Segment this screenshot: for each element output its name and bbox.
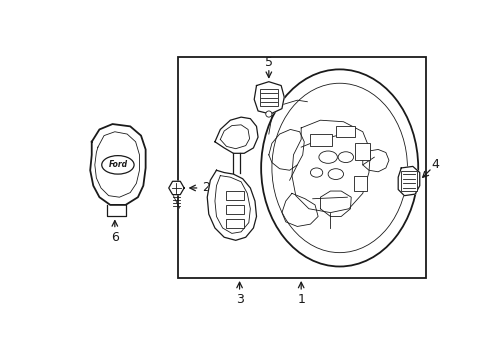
Bar — [226, 219, 244, 228]
Bar — [401, 171, 416, 191]
Bar — [354, 176, 368, 191]
Circle shape — [266, 111, 272, 117]
Polygon shape — [398, 166, 420, 195]
Ellipse shape — [328, 169, 343, 180]
Polygon shape — [254, 82, 284, 114]
Ellipse shape — [311, 168, 323, 177]
Polygon shape — [215, 117, 258, 153]
Bar — [226, 191, 244, 200]
Text: 6: 6 — [111, 231, 119, 244]
Ellipse shape — [272, 83, 408, 253]
Polygon shape — [90, 124, 146, 205]
Bar — [226, 205, 244, 214]
Bar — [311, 134, 332, 147]
Text: 5: 5 — [265, 56, 273, 69]
Text: 4: 4 — [431, 158, 439, 171]
Text: 2: 2 — [202, 181, 210, 194]
Bar — [260, 89, 278, 106]
Bar — [336, 126, 355, 137]
Ellipse shape — [261, 69, 418, 266]
Text: 1: 1 — [297, 293, 305, 306]
Bar — [355, 143, 370, 160]
Bar — [178, 57, 426, 278]
Polygon shape — [169, 181, 184, 195]
Text: 3: 3 — [236, 293, 244, 306]
Ellipse shape — [102, 156, 134, 174]
Ellipse shape — [338, 152, 354, 163]
Polygon shape — [207, 170, 257, 240]
Ellipse shape — [319, 151, 337, 163]
Text: Ford: Ford — [108, 160, 127, 169]
